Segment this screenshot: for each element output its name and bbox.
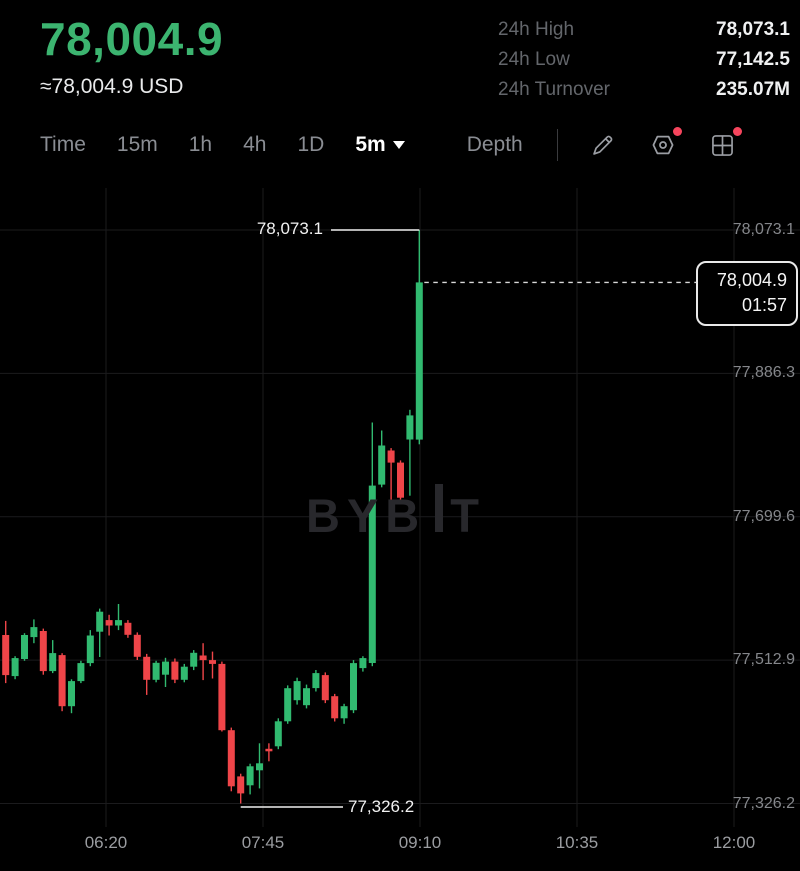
chevron-down-icon <box>392 141 405 150</box>
stat-row-high: 24h High 78,073.1 <box>498 15 790 45</box>
interval-tab-time[interactable]: Time <box>40 133 86 156</box>
interval-selected-label: 5m <box>355 133 386 156</box>
candle-countdown: 01:57 <box>741 295 787 315</box>
stat-value: 77,142.5 <box>716 49 790 70</box>
stat-row-low: 24h Low 77,142.5 <box>498 45 790 75</box>
price-block: 78,004.9 ≈78,004.9 USD <box>40 12 223 118</box>
interval-tab-4h[interactable]: 4h <box>243 133 267 156</box>
last-price-box: 78,004.9 01:57 <box>696 261 798 326</box>
notification-dot <box>672 127 682 136</box>
stat-value: 235.07M <box>716 79 790 100</box>
indicator-settings-icon[interactable] <box>648 127 682 160</box>
stats-panel: 24h High 78,073.1 24h Low 77,142.5 24h T… <box>498 15 790 118</box>
stat-label: 24h Low <box>498 49 570 70</box>
stat-value: 78,073.1 <box>716 19 790 40</box>
interval-tab-15m[interactable]: 15m <box>116 133 158 156</box>
bybit-watermark: BYB T <box>306 484 486 542</box>
last-price-main: 78,004.9 <box>40 13 224 65</box>
usd-equivalent: ≈78,004.9 USD <box>40 75 184 98</box>
watermark-text-left: BYB <box>306 489 427 542</box>
interval-tab-1d[interactable]: 1D <box>297 133 325 156</box>
chart-toolbar: Time 15m 1h 4h 1D 5m Depth <box>0 118 800 172</box>
header: 78,004.9 ≈78,004.9 USD 24h High 78,073.1… <box>0 0 800 118</box>
last-price-value: 78,004.9 <box>716 270 787 290</box>
stat-label: 24h Turnover <box>498 79 610 100</box>
draw-pencil-icon[interactable] <box>588 130 618 160</box>
notification-dot <box>732 127 742 136</box>
depth-tab[interactable]: Depth <box>466 133 523 156</box>
watermark-text-right: T <box>450 489 486 542</box>
stat-row-turnover: 24h Turnover 235.07M <box>498 75 790 105</box>
session-low-annotation: 77,326.2 <box>348 797 415 816</box>
toolbar-divider <box>556 129 558 161</box>
session-high-annotation: 78,073.1 <box>256 219 323 238</box>
interval-dropdown-5m[interactable]: 5m <box>355 133 405 157</box>
stat-label: 24h High <box>498 19 575 40</box>
layout-grid-icon[interactable] <box>708 127 742 160</box>
watermark-i-bar <box>435 484 444 532</box>
interval-tab-1h[interactable]: 1h <box>188 133 213 156</box>
